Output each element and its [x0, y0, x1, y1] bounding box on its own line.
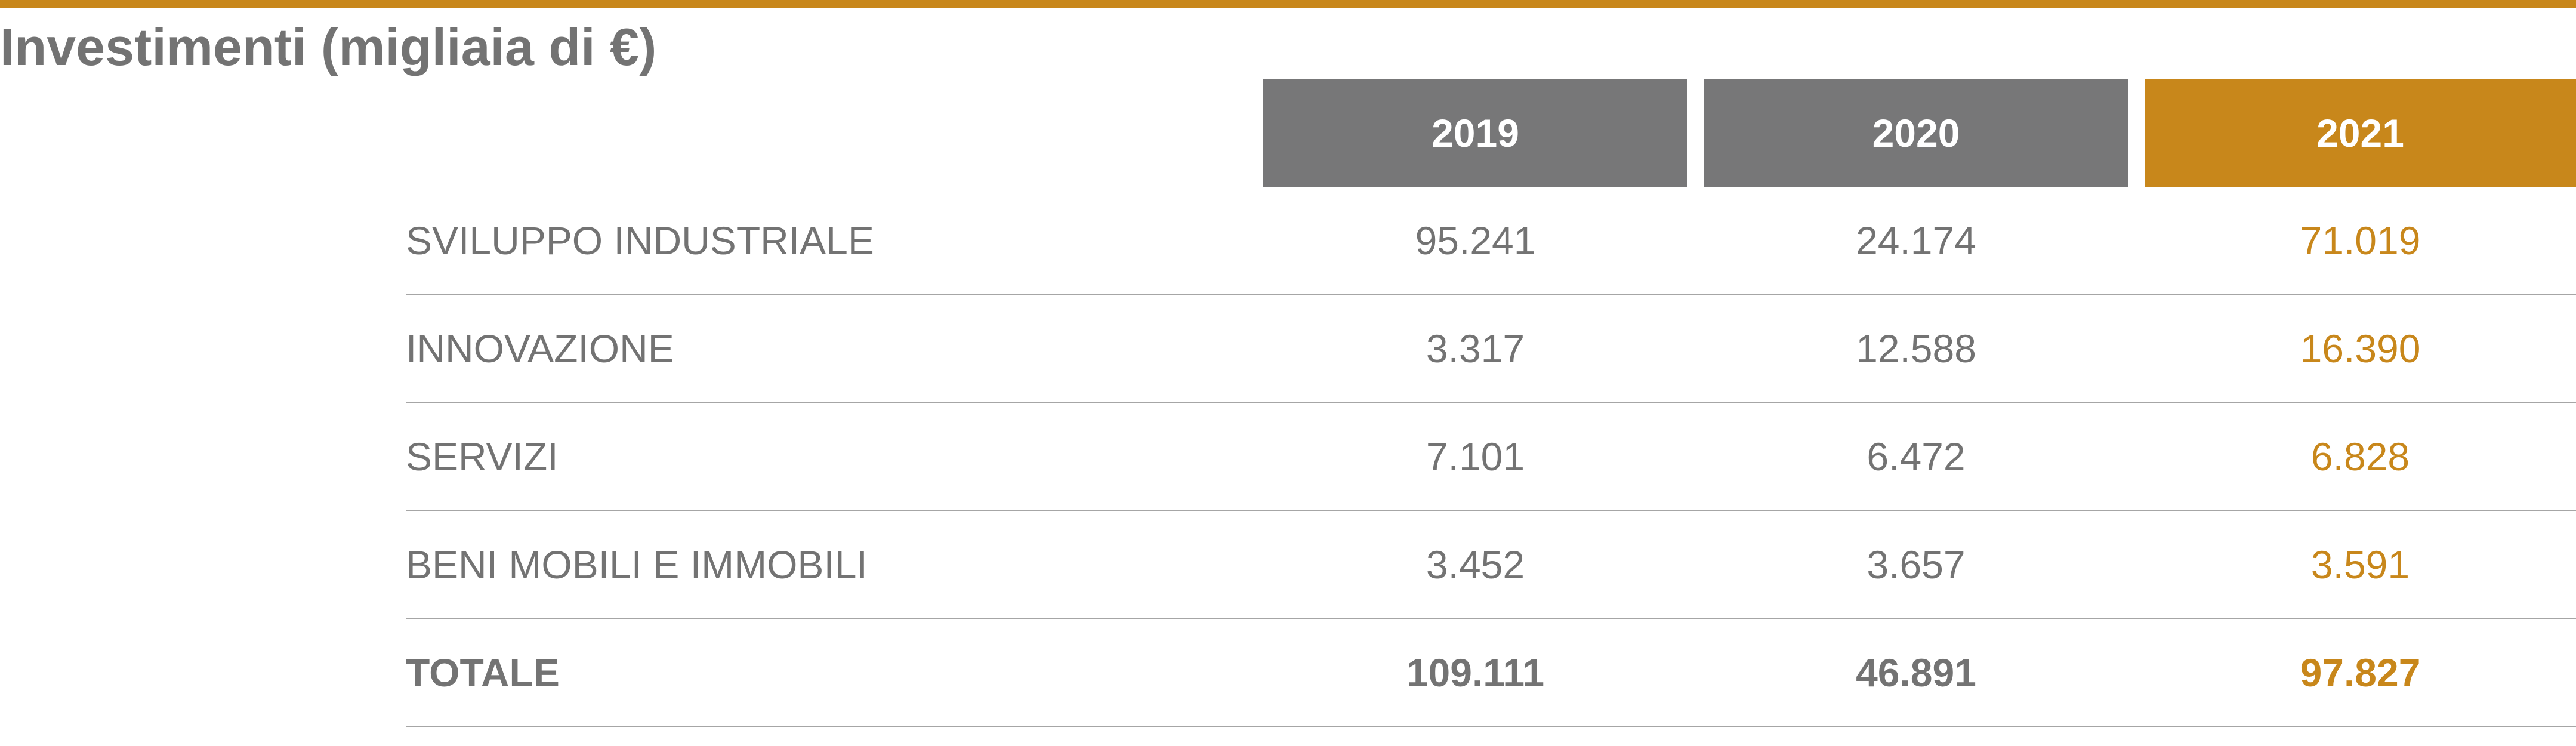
cell-2019: 95.241 — [1415, 218, 1536, 263]
cell-2019: 7.101 — [1426, 434, 1525, 479]
cell-2020: 24.174 — [1856, 218, 1976, 263]
row-divider — [406, 402, 2576, 403]
cell-2019: 109.111 — [1406, 651, 1545, 695]
row-divider — [406, 726, 2576, 727]
table-row: BENI MOBILI E IMMOBILI 3.452 3.657 3.591 — [0, 511, 2576, 619]
table-row-total: TOTALE 109.111 46.891 97.827 — [0, 619, 2576, 727]
cell-2020: 6.472 — [1867, 434, 1966, 479]
column-header-2019: 2019 — [1263, 79, 1687, 187]
column-header-2020: 2020 — [1704, 79, 2128, 187]
table-title: Investimenti (migliaia di €) — [0, 17, 657, 76]
top-accent-bar — [0, 0, 2576, 8]
cell-2020: 46.891 — [1856, 651, 1976, 695]
row-divider — [406, 294, 2576, 295]
table-row: SVILUPPO INDUSTRIALE 95.241 24.174 71.01… — [0, 187, 2576, 295]
row-label: INNOVAZIONE — [406, 326, 674, 371]
row-divider — [406, 618, 2576, 619]
cell-2021: 16.390 — [2300, 326, 2421, 371]
column-header-2021: 2021 — [2145, 79, 2576, 187]
table-row: SERVIZI 7.101 6.472 6.828 — [0, 403, 2576, 511]
row-label: BENI MOBILI E IMMOBILI — [406, 542, 868, 587]
cell-2020: 12.588 — [1856, 326, 1976, 371]
cell-2021: 3.591 — [2310, 542, 2410, 587]
row-label: SERVIZI — [406, 434, 559, 479]
row-label: TOTALE — [406, 651, 560, 695]
cell-2019: 3.317 — [1426, 326, 1525, 371]
row-divider — [406, 510, 2576, 511]
cell-2020: 3.657 — [1867, 542, 1966, 587]
table-row: INNOVAZIONE 3.317 12.588 16.390 — [0, 295, 2576, 403]
row-label: SVILUPPO INDUSTRIALE — [406, 218, 874, 263]
cell-2019: 3.452 — [1426, 542, 1525, 587]
cell-2021: 6.828 — [2310, 434, 2410, 479]
cell-2021: 97.827 — [2300, 651, 2421, 695]
cell-2021: 71.019 — [2300, 218, 2421, 263]
